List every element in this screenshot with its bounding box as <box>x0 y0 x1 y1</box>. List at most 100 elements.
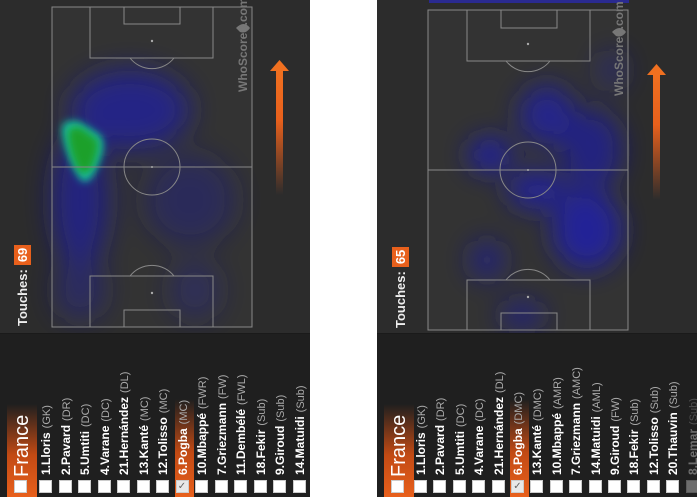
player-list-item[interactable]: 10.Mbappé (AMR) <box>548 377 566 475</box>
player-list-item[interactable]: 14.Matuidi (Sub) <box>291 385 309 475</box>
player-checkbox[interactable] <box>588 480 602 493</box>
player-name: 14.Matuidi <box>588 416 603 475</box>
player-list-item[interactable]: 8.Lemar (Sub) <box>684 398 697 475</box>
heatmap-panel-right: WhoScored.com Touches: 65 France 1.Lloris (… <box>377 0 697 497</box>
player-checkbox[interactable] <box>156 480 169 493</box>
player-list-item[interactable]: 10.Mbappé (FWR) <box>193 377 211 475</box>
player-checkbox[interactable] <box>195 480 208 493</box>
player-list-item[interactable]: 6.Pogba (DMC) <box>509 392 527 475</box>
player-name: 2.Pavard <box>433 424 448 475</box>
player-name: 4.Varane <box>97 425 112 475</box>
player-list-item[interactable]: 21.Hernández (DL) <box>115 372 133 475</box>
player-checkbox[interactable] <box>97 480 111 493</box>
player-list-item[interactable]: 21.Hernández (DL) <box>490 372 508 475</box>
player-checkbox[interactable] <box>646 480 660 493</box>
watermark: WhoScored.com <box>236 0 250 92</box>
player-position: (Sub) <box>275 394 287 422</box>
player-checkbox[interactable] <box>117 480 130 493</box>
player-checkbox[interactable] <box>452 480 466 493</box>
player-name: 14.Matuidi <box>292 416 307 475</box>
player-list-item[interactable]: 20.Thauvin (Sub) <box>664 381 682 475</box>
player-name: 20.Thauvin <box>666 412 681 475</box>
player-name: 1.Lloris <box>414 432 428 475</box>
touches-label: Touches: <box>15 269 30 326</box>
player-checkbox[interactable] <box>627 480 641 493</box>
player-position: (AMR) <box>551 377 564 409</box>
player-checkbox[interactable] <box>292 480 306 493</box>
player-list-item[interactable]: 4.Varane (DC) <box>470 398 488 475</box>
player-checkbox[interactable] <box>214 480 228 493</box>
player-list-item[interactable]: 7.Griezmann (FW) <box>213 375 231 475</box>
player-list-item[interactable]: 14.Matuidi (AML) <box>587 382 605 475</box>
player-list-item[interactable]: 1.Lloris (GK) <box>37 405 55 475</box>
player-position: (FW) <box>216 374 229 399</box>
player-checkbox[interactable] <box>685 480 697 493</box>
player-name: 5.Umtiti <box>78 430 92 475</box>
player-name: 8.Lemar <box>685 428 697 475</box>
player-name: 2.Pavard <box>58 424 73 475</box>
player-list-item[interactable]: 13.Kanté (DMC) <box>528 389 546 475</box>
player-checkbox[interactable] <box>39 480 52 493</box>
player-position: (DC) <box>99 398 112 422</box>
player-checkbox[interactable] <box>234 480 247 493</box>
player-checkbox[interactable] <box>273 480 286 493</box>
player-position: (DMC) <box>513 391 525 425</box>
team-name[interactable]: France <box>11 414 33 477</box>
player-position: (Sub) <box>648 386 661 414</box>
player-checkbox[interactable] <box>472 480 486 493</box>
player-checkbox[interactable] <box>78 480 91 493</box>
player-checkbox[interactable]: ✓ <box>511 480 524 493</box>
previous-pitch-edge <box>429 0 629 3</box>
team-checkbox[interactable] <box>14 480 27 493</box>
player-list-item[interactable]: 5.Umtiti (DC) <box>76 404 94 475</box>
touches-label: Touches: <box>393 271 408 328</box>
touches-value: 65 <box>392 246 409 268</box>
player-position: (Sub) <box>255 398 268 426</box>
player-checkbox[interactable] <box>608 480 621 493</box>
player-list-item[interactable]: 4.Varane (DC) <box>96 398 114 475</box>
player-checkbox[interactable] <box>549 480 563 493</box>
player-position: (DR) <box>60 397 73 421</box>
player-position: (MC) <box>177 399 190 425</box>
player-list-item[interactable]: 2.Pavard (DR) <box>57 398 75 475</box>
player-name: 5.Umtiti <box>452 430 467 475</box>
player-position: (DL) <box>493 371 506 393</box>
player-checkbox[interactable] <box>58 480 72 493</box>
player-checkbox[interactable] <box>433 480 447 493</box>
selected-player-highlight <box>510 399 529 497</box>
player-list-item[interactable]: 11.Dembélé (FWL) <box>232 374 250 475</box>
pitch-area: WhoScored.com Touches: 65 <box>377 0 697 334</box>
player-name: 7.Griezmann <box>569 402 584 475</box>
player-checkbox[interactable] <box>136 480 150 493</box>
player-checkbox[interactable] <box>530 480 544 493</box>
player-list-item[interactable]: 7.Griezmann (AMC) <box>567 367 585 475</box>
player-list-item[interactable]: 1.Lloris (GK) <box>412 405 430 475</box>
attack-direction-arrow-icon <box>647 64 666 200</box>
player-checkbox[interactable] <box>414 480 427 493</box>
player-checkbox[interactable] <box>253 480 267 493</box>
player-list-item[interactable]: 2.Pavard (DR) <box>431 398 449 475</box>
player-position: (AML) <box>590 382 603 413</box>
player-checkbox[interactable] <box>569 480 583 493</box>
pitch-area: WhoScored.com Touches: 69 <box>0 0 310 334</box>
player-position: (MC) <box>138 396 151 421</box>
player-list-item[interactable]: 6.Pogba (MC) <box>174 400 192 475</box>
touches-counter: Touches: 65 <box>392 246 410 328</box>
player-name: 9.Giroud <box>608 425 622 475</box>
whoscored-logo <box>612 28 626 37</box>
player-list-item[interactable]: 9.Giroud (Sub) <box>271 395 289 475</box>
player-list-item[interactable]: 12.Tolisso (Sub) <box>645 386 663 475</box>
team-checkbox[interactable] <box>391 480 404 493</box>
player-name: 12.Tolisso <box>646 417 661 475</box>
player-list-item[interactable]: 18.Fekir (Sub) <box>625 399 643 475</box>
player-list-item[interactable]: 12.Tolisso (MC) <box>154 389 172 475</box>
team-name[interactable]: France <box>388 414 410 477</box>
player-list-item[interactable]: 18.Fekir (Sub) <box>252 399 270 475</box>
player-list-item[interactable]: 5.Umtiti (DC) <box>451 404 469 475</box>
player-checkbox[interactable]: ✓ <box>175 480 189 493</box>
player-checkbox[interactable] <box>491 480 505 493</box>
watermark: WhoScored.com <box>612 1 626 96</box>
player-list-item[interactable]: 9.Giroud (FW) <box>606 397 624 475</box>
player-checkbox[interactable] <box>666 480 680 493</box>
player-list-item[interactable]: 13.Kanté (MC) <box>135 397 153 475</box>
